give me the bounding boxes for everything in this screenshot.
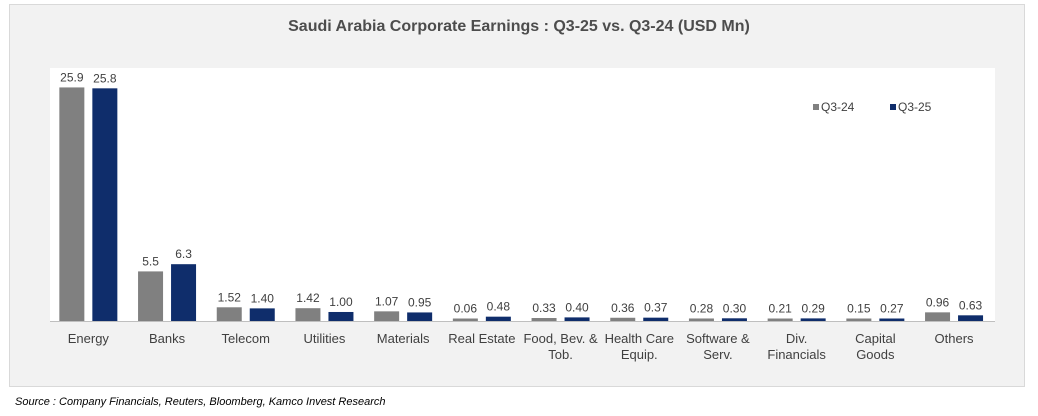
data-label-q3-25-5: 0.48 — [487, 300, 511, 314]
category-label-9-line-2: Financials — [767, 347, 826, 362]
category-label-5: Real Estate — [448, 331, 515, 346]
data-label-q3-24-3: 1.42 — [296, 291, 320, 305]
bar-q3-25-6 — [564, 317, 590, 321]
legend-label-q3-25: Q3-25 — [898, 100, 932, 114]
data-label-q3-24-6: 0.33 — [532, 301, 556, 315]
category-label-7-line-2: Equip. — [621, 347, 658, 362]
data-label-q3-25-7: 0.37 — [644, 301, 668, 315]
legend-swatch-q3-25 — [890, 104, 896, 110]
category-label-10: Capital — [855, 331, 896, 346]
bar-q3-25-7 — [643, 317, 669, 321]
data-label-q3-25-3: 1.00 — [329, 295, 353, 309]
bar-q3-24-1 — [138, 271, 164, 321]
data-label-q3-25-8: 0.30 — [723, 301, 747, 315]
bar-q3-24-8 — [688, 318, 714, 321]
bar-q3-24-9 — [767, 318, 793, 321]
category-label-3: Utilities — [303, 331, 345, 346]
category-label-9: Div. — [786, 331, 807, 346]
bar-q3-25-0 — [92, 88, 118, 322]
bar-q3-25-2 — [249, 308, 275, 321]
data-label-q3-24-0: 25.9 — [60, 70, 84, 84]
bar-q3-24-6 — [531, 318, 557, 321]
data-label-q3-24-2: 1.52 — [218, 290, 242, 304]
data-label-q3-25-0: 25.8 — [93, 71, 117, 85]
category-label-7: Health Care — [605, 331, 674, 346]
data-label-q3-25-4: 0.95 — [408, 295, 432, 309]
data-label-q3-25-11: 0.63 — [959, 298, 983, 312]
bar-q3-24-7 — [610, 317, 636, 321]
data-label-q3-24-7: 0.36 — [611, 301, 635, 315]
legend-label-q3-24: Q3-24 — [821, 100, 855, 114]
category-label-6: Food, Bev. & — [523, 331, 598, 346]
data-label-q3-24-9: 0.21 — [768, 302, 792, 316]
category-label-6-line-2: Tob. — [548, 347, 573, 362]
bar-q3-24-4 — [374, 311, 400, 321]
category-label-10-line-2: Goods — [856, 347, 895, 362]
category-label-2: Telecom — [222, 331, 270, 346]
chart-title: Saudi Arabia Corporate Earnings : Q3-25 … — [288, 18, 750, 35]
data-label-q3-24-4: 1.07 — [375, 294, 399, 308]
bar-q3-24-2 — [216, 307, 242, 321]
data-label-q3-25-10: 0.27 — [880, 302, 904, 316]
bar-q3-25-11 — [958, 315, 984, 321]
plot-area — [50, 68, 995, 321]
bar-q3-25-4 — [407, 312, 433, 321]
category-label-8: Software & — [686, 331, 750, 346]
data-label-q3-25-6: 0.40 — [565, 300, 589, 314]
bar-q3-25-3 — [328, 311, 354, 321]
bar-q3-24-5 — [452, 318, 478, 321]
bar-q3-25-8 — [721, 318, 747, 321]
data-label-q3-25-9: 0.29 — [801, 301, 825, 315]
bar-q3-24-10 — [846, 318, 872, 321]
category-label-4: Materials — [377, 331, 430, 346]
data-label-q3-25-2: 1.40 — [251, 291, 275, 305]
category-label-0: Energy — [68, 331, 110, 346]
bar-q3-25-5 — [485, 316, 511, 321]
category-label-8-line-2: Serv. — [703, 347, 732, 362]
data-label-q3-25-1: 6.3 — [175, 247, 192, 261]
data-label-q3-24-1: 5.5 — [142, 254, 159, 268]
bar-q3-25-1 — [171, 264, 197, 321]
data-label-q3-24-11: 0.96 — [926, 295, 950, 309]
legend-swatch-q3-24 — [813, 104, 819, 110]
category-label-11: Others — [935, 331, 975, 346]
data-label-q3-24-10: 0.15 — [847, 302, 871, 316]
category-label-1: Banks — [149, 331, 186, 346]
data-label-q3-24-5: 0.06 — [454, 302, 478, 316]
bar-q3-25-9 — [800, 318, 826, 321]
bar-q3-24-0 — [59, 87, 85, 321]
bar-q3-24-11 — [925, 312, 951, 321]
source-note: Source : Company Financials, Reuters, Bl… — [15, 396, 386, 408]
bar-q3-25-10 — [879, 318, 905, 321]
data-label-q3-24-8: 0.28 — [690, 301, 714, 315]
bar-q3-24-3 — [295, 308, 321, 321]
